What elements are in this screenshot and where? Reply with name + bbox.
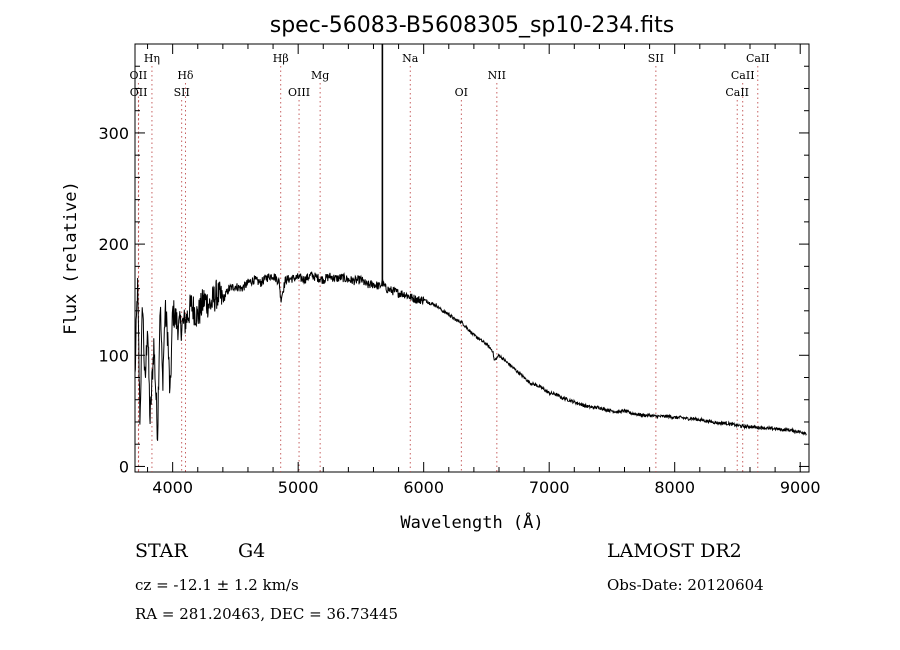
line-label: OI	[455, 86, 468, 99]
obs-date: Obs-Date: 20120604	[607, 576, 764, 594]
y-tick-label: 100	[98, 346, 129, 365]
x-tick-label: 4000	[152, 478, 193, 497]
spectrum-line	[134, 271, 807, 441]
x-tick-label: 9000	[780, 478, 821, 497]
object-class: STAR	[135, 540, 188, 562]
x-tick-label: 6000	[403, 478, 444, 497]
chart-title: spec-56083-B5608305_sp10-234.fits	[270, 13, 675, 38]
line-label: SII	[174, 86, 190, 99]
line-label: OIII	[288, 86, 310, 99]
coordinates: RA = 281.20463, DEC = 36.73445	[135, 605, 399, 623]
line-label: Hδ	[177, 69, 194, 82]
redshift-value: cz = -12.1 ± 1.2 km/s	[135, 576, 299, 594]
line-label: NII	[488, 69, 506, 82]
spectrum-plot: spec-56083-B5608305_sp10-234.fits Hη OII O…	[61, 13, 821, 533]
line-label: OII	[130, 69, 148, 82]
spectral-subclass: G4	[238, 540, 266, 562]
line-label: Hη	[144, 52, 160, 65]
x-tick-label: 8000	[654, 478, 695, 497]
survey-name: LAMOST DR2	[607, 540, 742, 562]
line-label: Mg	[311, 69, 329, 82]
line-label: SII	[648, 52, 664, 65]
x-axis-label: Wavelength (Å)	[400, 511, 543, 533]
line-label: Hβ	[273, 52, 289, 65]
plot-frame	[134, 43, 810, 473]
line-label: Na	[402, 52, 419, 65]
y-axis-label: Flux (relative)	[61, 181, 81, 335]
y-tick-label: 200	[98, 235, 129, 254]
line-label: CaII	[731, 69, 755, 82]
x-tick-label: 5000	[278, 478, 319, 497]
y-tick-label: 0	[119, 457, 129, 476]
x-tick-label: 7000	[529, 478, 570, 497]
line-label: OII	[130, 86, 148, 99]
y-tick-label: 300	[98, 124, 129, 143]
line-label: CaII	[725, 86, 749, 99]
line-label: CaII	[746, 52, 770, 65]
axis-ticks: 4000 5000 6000 7000 8000 9000 0 100 200 300	[98, 44, 821, 497]
